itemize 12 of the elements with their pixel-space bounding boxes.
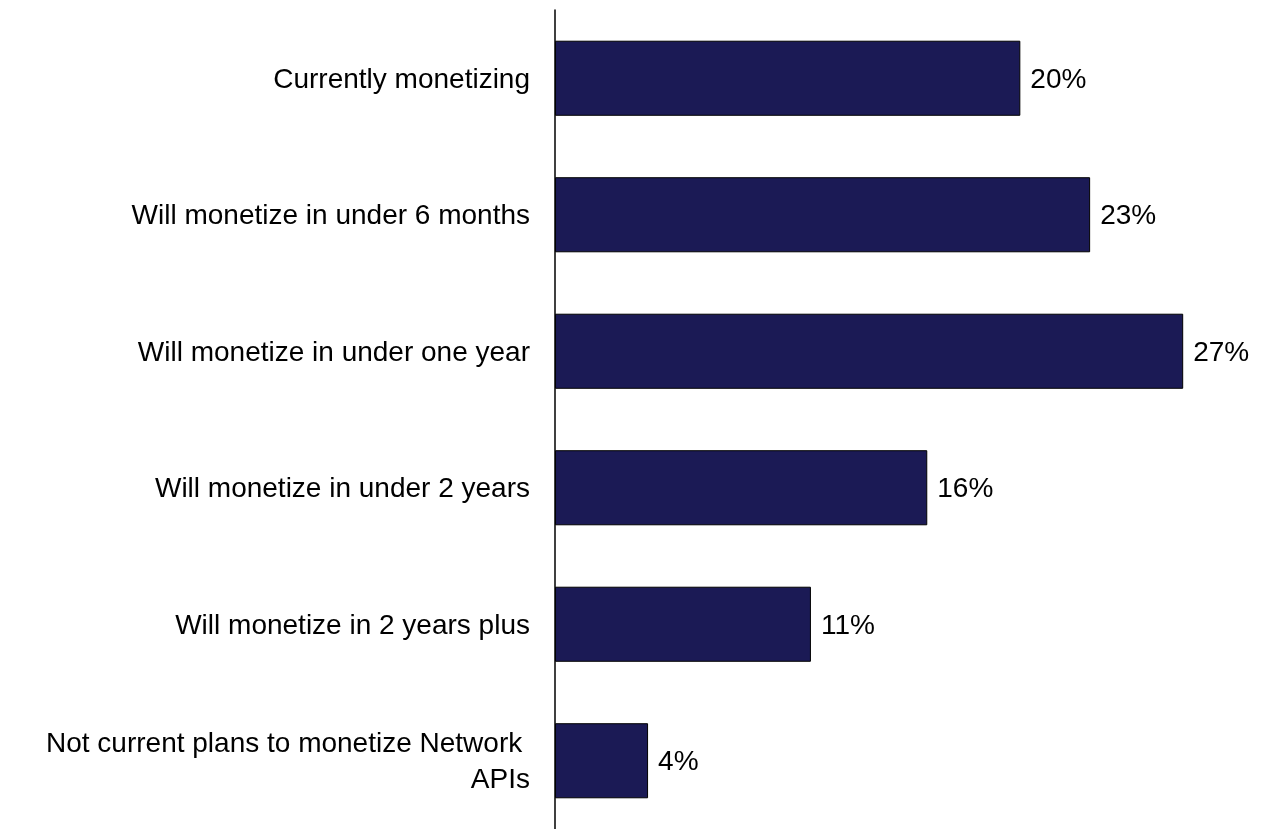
- data-label: 20%: [1030, 62, 1087, 94]
- data-label: 11%: [820, 608, 875, 640]
- data-label: 4%: [658, 745, 699, 777]
- data-label: 23%: [1100, 199, 1157, 231]
- y-tick-label: Will monetize in under 6 months: [131, 199, 530, 231]
- y-tick-label: Will monetize in 2 years plus: [175, 608, 530, 640]
- data-label: 16%: [937, 472, 994, 504]
- y-tick-label: Not current plans to monetize Network APIs: [46, 727, 530, 795]
- data-label: 27%: [1193, 335, 1250, 367]
- y-tick-label: Currently monetizing: [273, 62, 530, 94]
- y-tick-label: Will monetize in under one year: [137, 335, 530, 367]
- y-tick-label: Will monetize in under 2 years: [154, 472, 530, 504]
